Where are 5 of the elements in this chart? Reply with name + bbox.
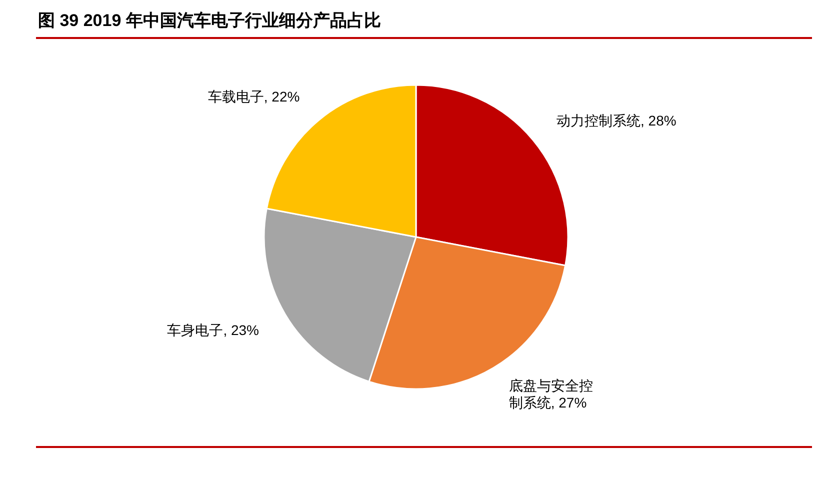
slice-label: 车身电子, 23% [167,322,259,338]
chart-title: 图 39 2019 年中国汽车电子行业细分产品占比 [38,11,381,30]
slice-label: 底盘与安全控制系统, 27% [508,378,593,410]
slice-label: 车载电子, 22% [208,88,300,104]
slice-label: 动力控制系统, 28% [556,112,676,129]
